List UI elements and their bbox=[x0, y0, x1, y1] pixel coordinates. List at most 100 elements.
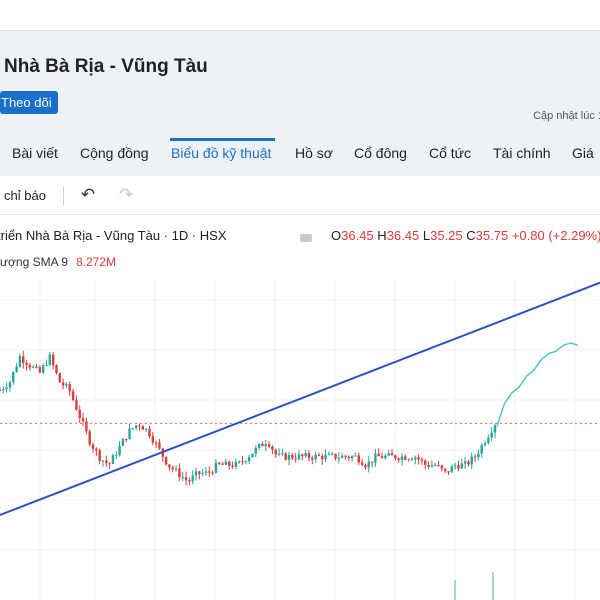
follow-button[interactable]: Theo dõi bbox=[0, 91, 58, 114]
candle-body bbox=[204, 471, 208, 473]
candle-body bbox=[490, 432, 493, 438]
candle-body bbox=[277, 453, 281, 455]
updated-time: Cập nhật lúc 1 bbox=[533, 110, 600, 122]
candle-body bbox=[148, 428, 151, 437]
candle-body bbox=[331, 453, 334, 455]
tab-technical-chart[interactable]: Biểu đồ kỹ thuật bbox=[171, 145, 272, 161]
candle-body bbox=[321, 455, 324, 460]
candle-body bbox=[8, 382, 12, 388]
collapse-legend-icon[interactable] bbox=[300, 234, 312, 242]
candle-body bbox=[447, 471, 450, 473]
candle-body bbox=[171, 467, 174, 470]
candle-body bbox=[138, 425, 141, 427]
candle-body bbox=[483, 443, 487, 446]
symbol-title: triển Nhà Bà Rịa - Vũng Tàu · 1D · HSX bbox=[0, 228, 227, 243]
tab-profile[interactable]: Hồ sơ bbox=[295, 145, 333, 161]
candle-body bbox=[128, 428, 131, 439]
candle-body bbox=[297, 454, 301, 460]
candle-body bbox=[394, 455, 397, 459]
candle-body bbox=[125, 438, 128, 440]
candle-body bbox=[397, 458, 400, 460]
top-whitespace bbox=[0, 0, 600, 30]
candle-body bbox=[480, 445, 483, 454]
candle-body bbox=[357, 455, 360, 463]
ohlc-readout: O36.45 H36.45 L35.25 C35.75 +0.80 (+2.29… bbox=[331, 228, 600, 243]
candle-body bbox=[118, 445, 121, 456]
candle-body bbox=[420, 459, 424, 461]
candle-body bbox=[443, 468, 447, 472]
candle-body bbox=[251, 453, 254, 458]
projection-line bbox=[496, 342, 579, 427]
candle-body bbox=[430, 465, 434, 467]
candle-body bbox=[264, 444, 267, 447]
candle-body bbox=[98, 450, 101, 461]
candle-body bbox=[208, 471, 211, 473]
candle-body bbox=[201, 472, 204, 474]
candle-body bbox=[261, 443, 264, 447]
candle-body bbox=[51, 354, 55, 366]
candle-body bbox=[317, 454, 321, 456]
candle-body bbox=[191, 475, 194, 482]
candle-body bbox=[214, 462, 218, 473]
candle-body bbox=[387, 453, 390, 456]
candle-body bbox=[344, 455, 347, 457]
candle-body bbox=[174, 468, 178, 470]
candle-body bbox=[218, 462, 221, 464]
candle-body bbox=[194, 471, 198, 476]
candle-body bbox=[244, 461, 248, 463]
candle-body bbox=[477, 453, 480, 458]
candle-body bbox=[115, 455, 118, 457]
candle-body bbox=[131, 428, 135, 430]
change-value: +0.80 (+2.29%) bbox=[511, 228, 600, 243]
candle-body bbox=[68, 384, 71, 392]
candle-body bbox=[374, 453, 377, 463]
candle-body bbox=[45, 364, 48, 366]
candle-body bbox=[231, 465, 234, 468]
candle-body bbox=[271, 446, 274, 450]
candle-body bbox=[181, 477, 184, 479]
toolbar-divider bbox=[63, 186, 64, 206]
tab-posts[interactable]: Bài viết bbox=[12, 145, 58, 161]
candle-body bbox=[467, 461, 470, 465]
tab-shareholders[interactable]: Cổ đông bbox=[354, 145, 407, 161]
candle-body bbox=[384, 455, 387, 459]
candle-body bbox=[35, 366, 38, 368]
close-label: C bbox=[466, 228, 476, 243]
tab-dividends[interactable]: Cổ tức bbox=[429, 145, 472, 161]
candle-body bbox=[347, 456, 351, 459]
candle-body bbox=[178, 468, 181, 478]
candle-body bbox=[151, 436, 155, 443]
candle-body bbox=[184, 477, 188, 481]
tab-price[interactable]: Giá bbox=[572, 145, 594, 161]
candle-body bbox=[407, 459, 410, 461]
candle-body bbox=[304, 453, 307, 457]
candle-body bbox=[61, 382, 65, 386]
trendline bbox=[0, 281, 600, 516]
candle-body bbox=[247, 457, 251, 462]
candle-body bbox=[287, 454, 291, 460]
tab-financials[interactable]: Tài chính bbox=[493, 145, 551, 161]
candle-body bbox=[350, 456, 354, 459]
candle-body bbox=[144, 428, 148, 430]
candle-body bbox=[434, 465, 437, 467]
candle-body bbox=[164, 456, 168, 465]
tab-community[interactable]: Cộng đồng bbox=[80, 145, 149, 161]
candle-body bbox=[390, 453, 394, 456]
candle-body bbox=[111, 455, 115, 465]
candle-body bbox=[48, 354, 52, 365]
candle-body bbox=[91, 444, 95, 449]
redo-icon[interactable]: ↷ bbox=[118, 185, 134, 204]
candle-body bbox=[55, 365, 58, 374]
candle-body bbox=[81, 418, 85, 422]
undo-icon[interactable]: ↶ bbox=[80, 185, 96, 204]
candle-body bbox=[460, 463, 463, 469]
indicators-button[interactable]: chỉ báo bbox=[4, 188, 46, 203]
candle-body bbox=[38, 367, 42, 373]
candle-body bbox=[211, 472, 214, 474]
candle-body bbox=[414, 457, 417, 460]
price-chart[interactable] bbox=[0, 280, 600, 600]
candle-body bbox=[364, 465, 367, 468]
low-value: 35.25 bbox=[430, 228, 463, 243]
candle-body bbox=[417, 457, 420, 460]
candle-body bbox=[5, 387, 8, 390]
